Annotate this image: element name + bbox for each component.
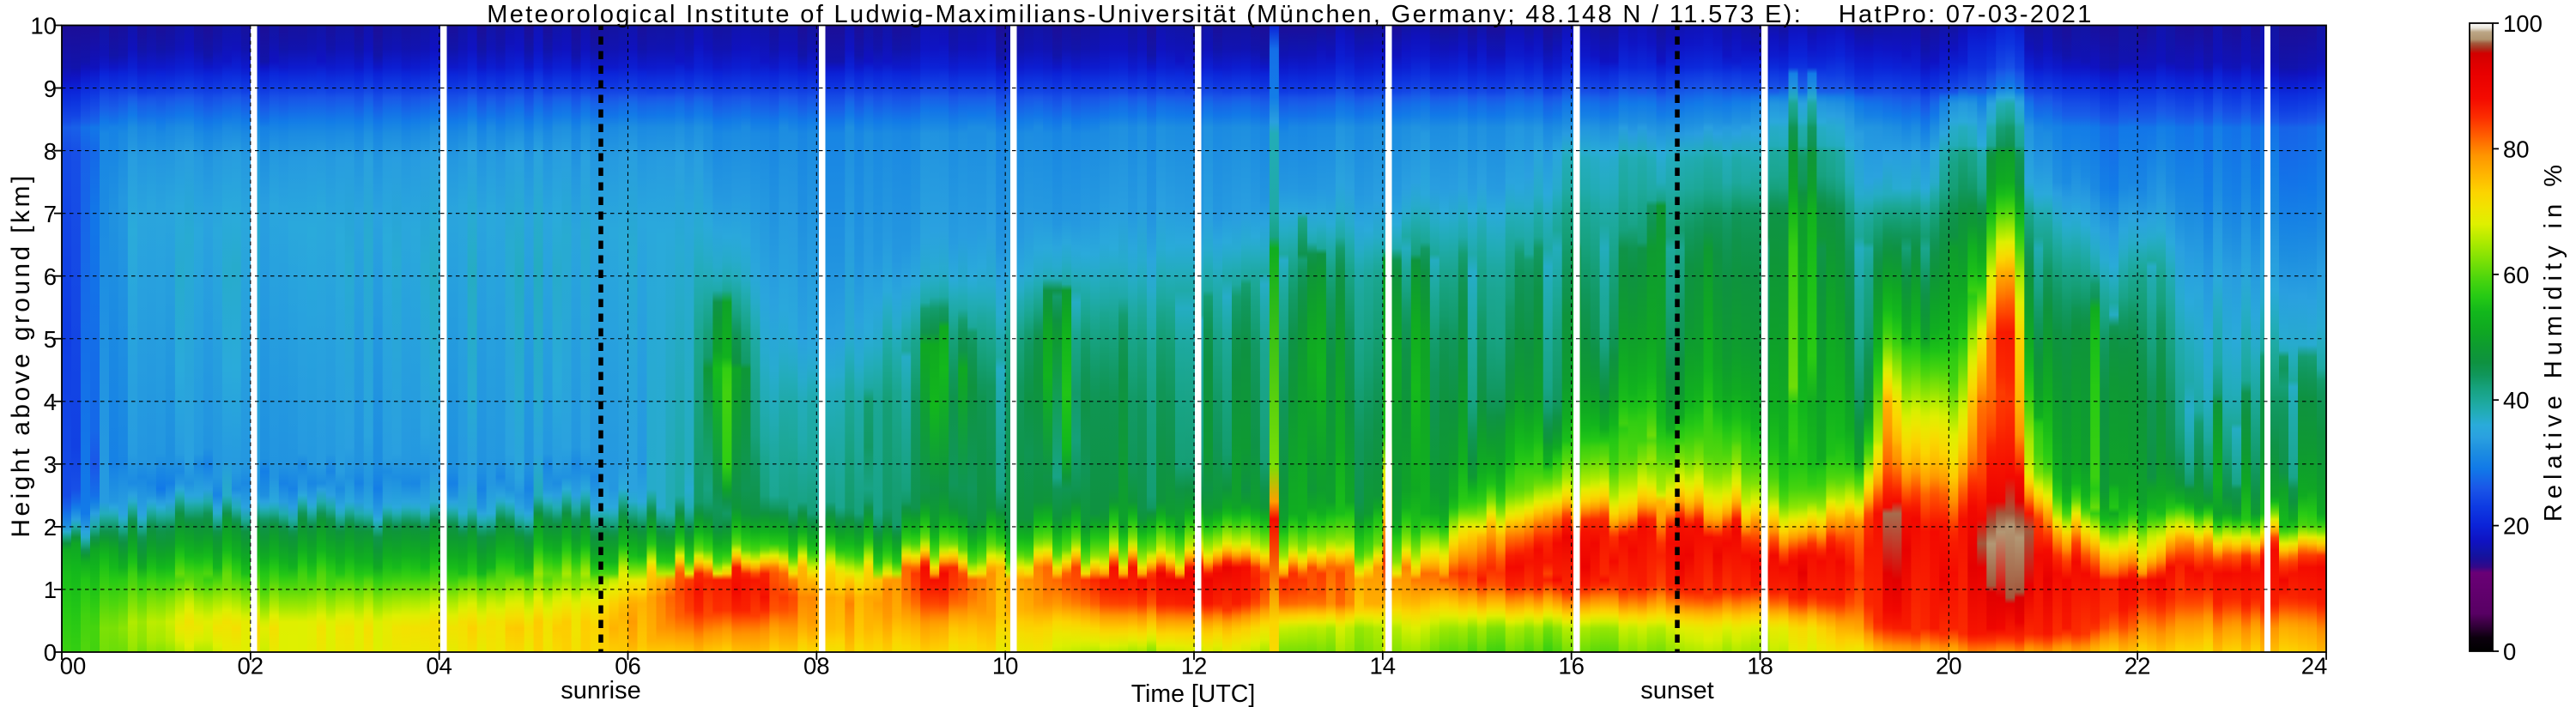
svg-text:16: 16 bbox=[1558, 653, 1585, 680]
svg-text:4: 4 bbox=[44, 389, 57, 415]
svg-text:0: 0 bbox=[44, 639, 57, 666]
svg-text:40: 40 bbox=[2503, 387, 2530, 414]
svg-text:14: 14 bbox=[1370, 653, 1397, 680]
svg-text:10: 10 bbox=[992, 653, 1019, 680]
svg-text:sunrise: sunrise bbox=[561, 677, 641, 704]
svg-text:22: 22 bbox=[2124, 653, 2151, 680]
svg-text:80: 80 bbox=[2503, 136, 2530, 162]
svg-text:8: 8 bbox=[44, 138, 57, 165]
svg-text:10: 10 bbox=[30, 13, 57, 39]
svg-text:6: 6 bbox=[44, 263, 57, 290]
svg-text:04: 04 bbox=[426, 653, 452, 680]
svg-text:02: 02 bbox=[238, 653, 264, 680]
svg-text:Height above ground [km]: Height above ground [km] bbox=[7, 172, 35, 537]
svg-text:06: 06 bbox=[615, 653, 641, 680]
svg-text:sunset: sunset bbox=[1640, 677, 1713, 704]
svg-text:Time [UTC]: Time [UTC] bbox=[1131, 680, 1256, 707]
svg-text:08: 08 bbox=[803, 653, 830, 680]
svg-text:20: 20 bbox=[2503, 513, 2530, 540]
svg-text:0: 0 bbox=[2503, 638, 2516, 665]
svg-text:18: 18 bbox=[1747, 653, 1773, 680]
svg-text:100: 100 bbox=[2503, 10, 2543, 37]
svg-text:2: 2 bbox=[44, 514, 57, 541]
svg-text:9: 9 bbox=[44, 76, 57, 102]
svg-text:1: 1 bbox=[44, 577, 57, 603]
svg-text:3: 3 bbox=[44, 451, 57, 478]
svg-text:00: 00 bbox=[60, 653, 87, 680]
svg-text:12: 12 bbox=[1181, 653, 1208, 680]
svg-text:24: 24 bbox=[2301, 653, 2328, 680]
svg-text:Relative Humidity in %: Relative Humidity in % bbox=[2540, 160, 2567, 522]
svg-text:5: 5 bbox=[44, 326, 57, 353]
svg-text:20: 20 bbox=[1936, 653, 1962, 680]
svg-text:Meteorological Institute of Lu: Meteorological Institute of Ludwig-Maxim… bbox=[487, 1, 2094, 28]
svg-text:7: 7 bbox=[44, 201, 57, 227]
svg-text:60: 60 bbox=[2503, 262, 2530, 288]
